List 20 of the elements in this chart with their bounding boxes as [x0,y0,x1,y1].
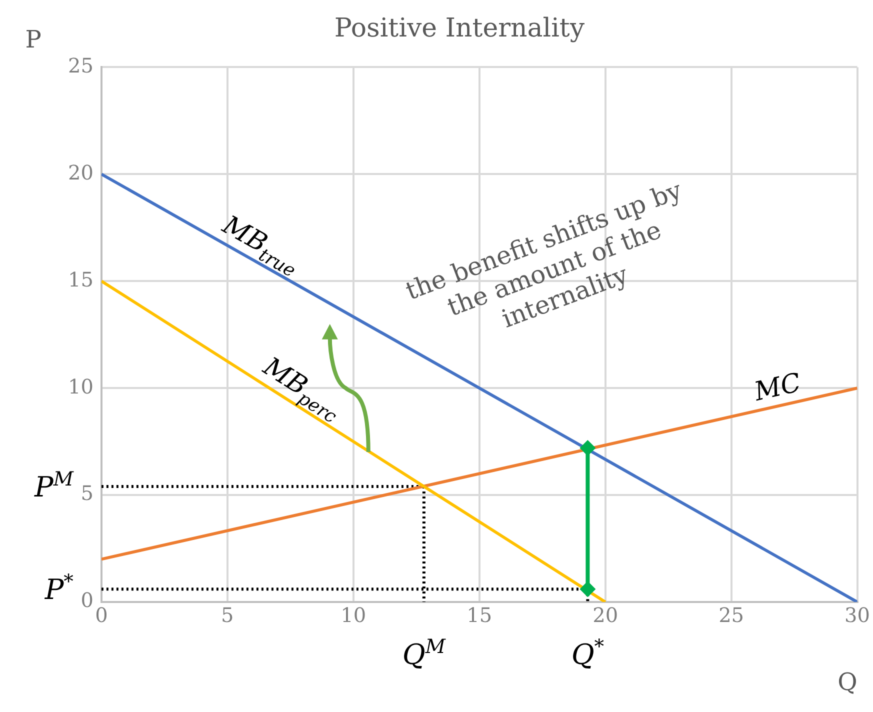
x-tick-label: 30 [844,603,870,628]
chart-title: Positive Internality [334,13,585,44]
annotation: P* [44,570,74,606]
y-tick-label: 5 [80,481,94,506]
y-tick-label: 20 [68,160,94,184]
annotation: Q* [571,634,604,671]
y-tick-label: 15 [68,267,94,292]
y-axis-title: P [25,25,42,54]
x-tick-label: 20 [592,603,618,628]
x-tick-label: 15 [466,603,492,628]
text: MC [750,368,804,408]
y-tick-label: 10 [68,374,94,398]
x-axis-title: Q [838,668,858,696]
x-tick-label: 5 [221,603,234,628]
y-tick-label: 0 [80,588,94,612]
text: MBtrue [216,210,299,282]
x-tick-label: 10 [340,603,366,628]
y-tick-label: 25 [68,53,94,78]
x-tick-label: 25 [718,603,744,628]
text: MBperc [256,351,340,428]
